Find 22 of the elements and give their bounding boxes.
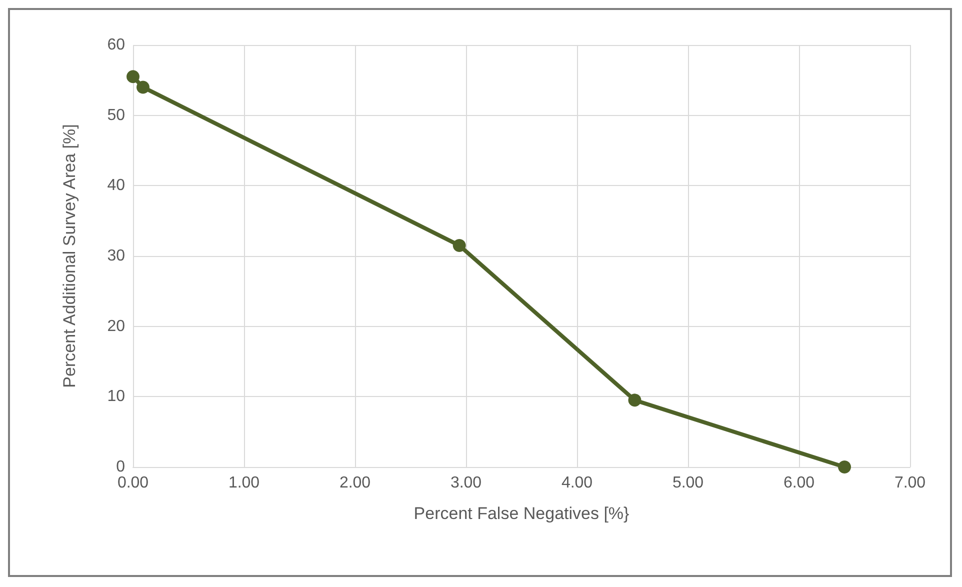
point (838, 460, 852, 474)
x-tick-label: 2.00 (339, 474, 371, 492)
x-tick-label: 5.00 (672, 474, 704, 492)
point (628, 394, 642, 407)
x-tick-label: 1.00 (228, 474, 260, 492)
y-tick-label: 60 (107, 36, 126, 54)
x-tick-label: 4.00 (561, 474, 593, 492)
y-tick-label: 30 (107, 248, 126, 264)
point (452, 238, 466, 252)
y-tick-label: 10 (107, 388, 126, 406)
y-tick-label: 40 (107, 177, 126, 194)
y-tick-label: 0 (116, 458, 126, 476)
x-tick-label: 7.00 (894, 474, 926, 492)
y-axis-title: Percent Additional Survey Area [%] (60, 124, 79, 388)
x-axis-title: Percent False Negatives [%} (414, 504, 630, 523)
x-tick-label: 3.00 (450, 474, 482, 492)
x-tick-label: 6.00 (783, 474, 815, 492)
point (136, 80, 150, 94)
x-tick-label: 0.00 (117, 474, 149, 492)
y-tick-label: 20 (107, 318, 126, 335)
point (126, 70, 140, 84)
y-tick-label: 50 (107, 106, 126, 124)
